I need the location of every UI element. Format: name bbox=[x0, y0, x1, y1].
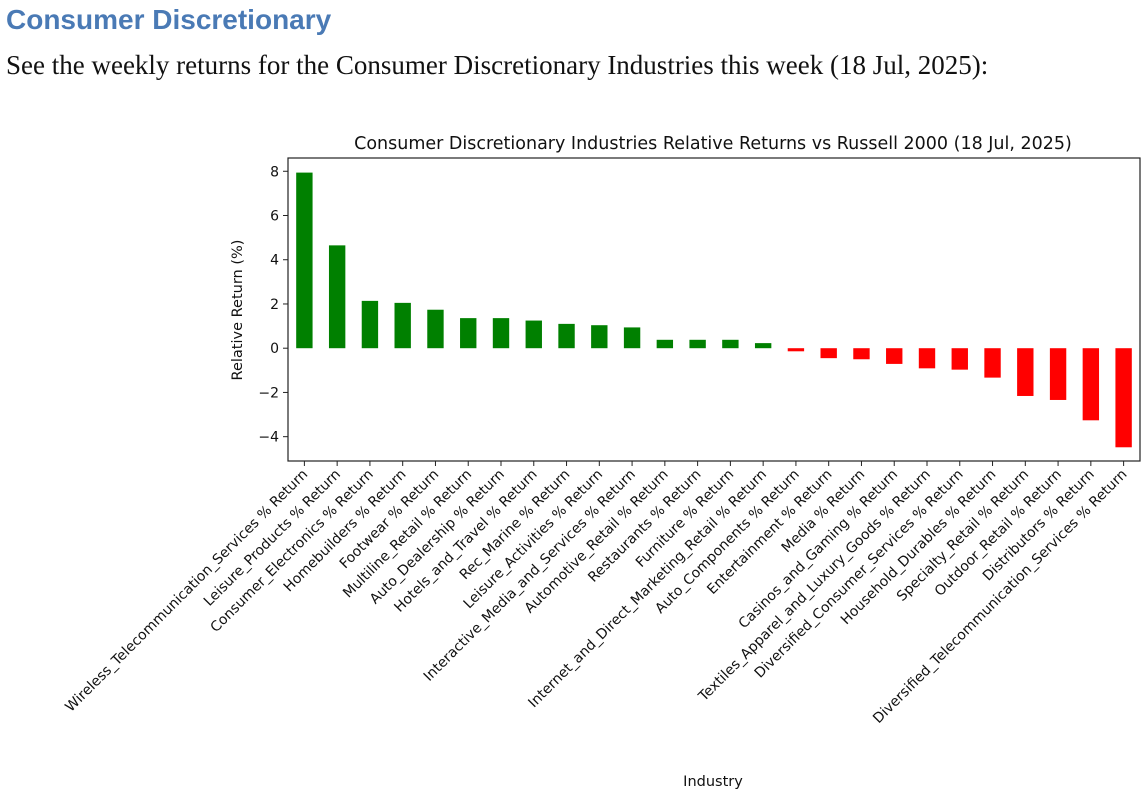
chart-title: Consumer Discretionary Industries Relati… bbox=[354, 134, 1072, 154]
plot-frame bbox=[287, 157, 1141, 462]
section-heading: Consumer Discretionary bbox=[6, 4, 332, 35]
bar bbox=[853, 348, 870, 360]
bar bbox=[427, 309, 444, 349]
bar bbox=[886, 348, 903, 364]
bar bbox=[1082, 348, 1100, 421]
x-axis-label: Industry bbox=[683, 774, 743, 790]
bar bbox=[525, 320, 542, 349]
bar bbox=[328, 245, 346, 349]
y-tick-label: −4 bbox=[258, 430, 279, 446]
x-tick-label: Wireless_Telecommunication_Services % Re… bbox=[62, 467, 311, 716]
y-tick-label: 8 bbox=[270, 164, 279, 180]
bar bbox=[754, 343, 772, 349]
y-axis-label: Relative Return (%) bbox=[230, 240, 246, 381]
y-tick-label: 2 bbox=[270, 297, 279, 313]
bar bbox=[558, 323, 575, 349]
y-tick-label: 4 bbox=[270, 253, 279, 269]
bar bbox=[722, 339, 739, 349]
bar bbox=[361, 300, 379, 349]
bar bbox=[918, 348, 936, 369]
bar bbox=[984, 348, 1001, 378]
bar bbox=[591, 325, 608, 349]
bar bbox=[951, 348, 968, 370]
intro-text: See the weekly returns for the Consumer … bbox=[6, 50, 989, 80]
bar bbox=[394, 302, 411, 349]
bar bbox=[1115, 348, 1132, 448]
bar bbox=[656, 339, 674, 349]
bar bbox=[787, 348, 805, 352]
bar bbox=[1049, 348, 1067, 400]
y-tick-label: 0 bbox=[270, 341, 279, 357]
y-tick-label: 6 bbox=[270, 209, 279, 225]
bar bbox=[296, 172, 313, 349]
y-tick-label: −2 bbox=[258, 385, 279, 401]
bar bbox=[820, 348, 837, 359]
bar bbox=[1017, 348, 1034, 396]
x-tick-label: Leisure_Products % Return bbox=[201, 467, 344, 610]
bar bbox=[492, 318, 510, 349]
bar bbox=[623, 327, 641, 349]
bar bbox=[460, 318, 477, 349]
bar bbox=[689, 339, 706, 349]
